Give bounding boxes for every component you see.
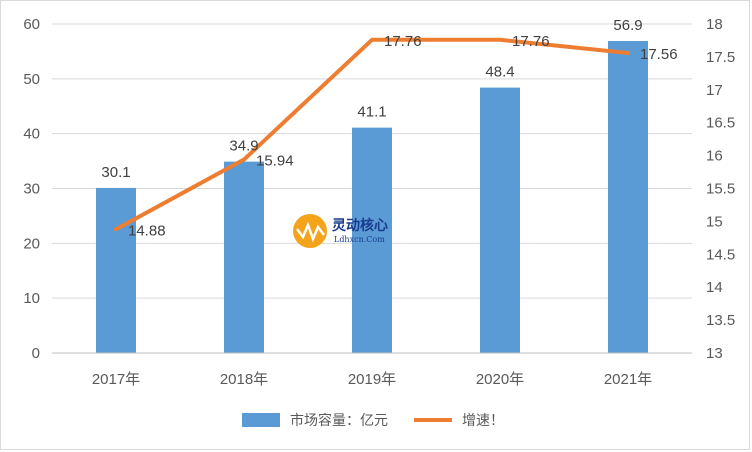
bar <box>96 187 136 353</box>
y-left-tick-label: 40 <box>23 126 40 143</box>
bar <box>480 87 520 354</box>
line-point <box>499 39 501 41</box>
x-tick-label: 2021年 <box>604 371 652 388</box>
y-left-tick-label: 60 <box>23 16 40 33</box>
y-left-tick-label: 0 <box>32 345 40 362</box>
bar-data-label: 30.1 <box>101 164 130 181</box>
bar-data-label: 48.4 <box>485 64 514 81</box>
bar-data-label: 41.1 <box>357 104 386 121</box>
line-point <box>115 228 117 230</box>
y-left-tick-label: 20 <box>23 235 40 252</box>
line-data-label: 15.94 <box>256 153 294 170</box>
legend-line-label: 增速！ <box>462 413 504 429</box>
line-point <box>243 159 245 161</box>
y-right-tick-label: 15.5 <box>706 181 735 198</box>
watermark-subtitle: Ldhxcn.Com <box>334 235 385 244</box>
y-left-tick-label: 10 <box>23 290 40 307</box>
legend-bar-swatch <box>242 413 280 427</box>
watermark-logo: 灵动核心 Ldhxcn.Com <box>293 214 388 248</box>
line-data-label: 17.76 <box>384 33 422 50</box>
line-data-label: 17.76 <box>512 33 550 50</box>
bar <box>608 40 648 354</box>
x-tick-label: 2020年 <box>476 371 524 388</box>
y-right-tick-label: 17.5 <box>706 49 735 66</box>
line-data-label: 14.88 <box>128 222 166 239</box>
x-tick-label: 2019年 <box>348 371 396 388</box>
bar-series <box>96 40 648 354</box>
line-point <box>627 52 629 54</box>
y-right-tick-label: 17 <box>706 82 723 99</box>
bar <box>352 127 392 353</box>
legend-bar-label: 市场容量：亿元 <box>290 412 388 429</box>
bar-data-label: 56.9 <box>613 17 642 34</box>
y-left-tick-label: 30 <box>23 181 40 198</box>
watermark-title: 灵动核心 <box>332 217 388 234</box>
y-right-tick-label: 16.5 <box>706 115 735 132</box>
legend: 市场容量：亿元 增速！ <box>242 412 504 429</box>
y-left-tick-label: 50 <box>23 71 40 88</box>
gridlines <box>52 23 692 299</box>
axes: 0 10 20 30 40 50 60 13 13.5 14 14.5 15 15.5 16 16.5 17 1… <box>23 16 735 388</box>
y-right-tick-label: 13 <box>706 345 723 362</box>
watermark-wave-icon <box>296 221 325 243</box>
bar-data-label: 34.9 <box>229 138 258 155</box>
line-series <box>114 37 630 232</box>
y-right-tick-label: 15 <box>706 213 723 230</box>
y-right-tick-label: 16 <box>706 148 723 165</box>
x-tick-label: 2017年 <box>92 371 140 388</box>
y-right-tick-label: 14 <box>706 279 723 296</box>
x-tick-label: 2018年 <box>220 371 268 388</box>
line-data-label: 17.56 <box>640 46 678 63</box>
y-right-tick-label: 13.5 <box>706 312 735 329</box>
data-labels: 30.1 34.9 41.1 48.4 56.9 14.88 15.94 17.76 17.76… <box>101 17 677 239</box>
y-right-tick-label: 18 <box>706 16 723 33</box>
bar <box>224 161 264 353</box>
line-point <box>371 39 373 41</box>
y-right-tick-label: 14.5 <box>706 246 735 263</box>
